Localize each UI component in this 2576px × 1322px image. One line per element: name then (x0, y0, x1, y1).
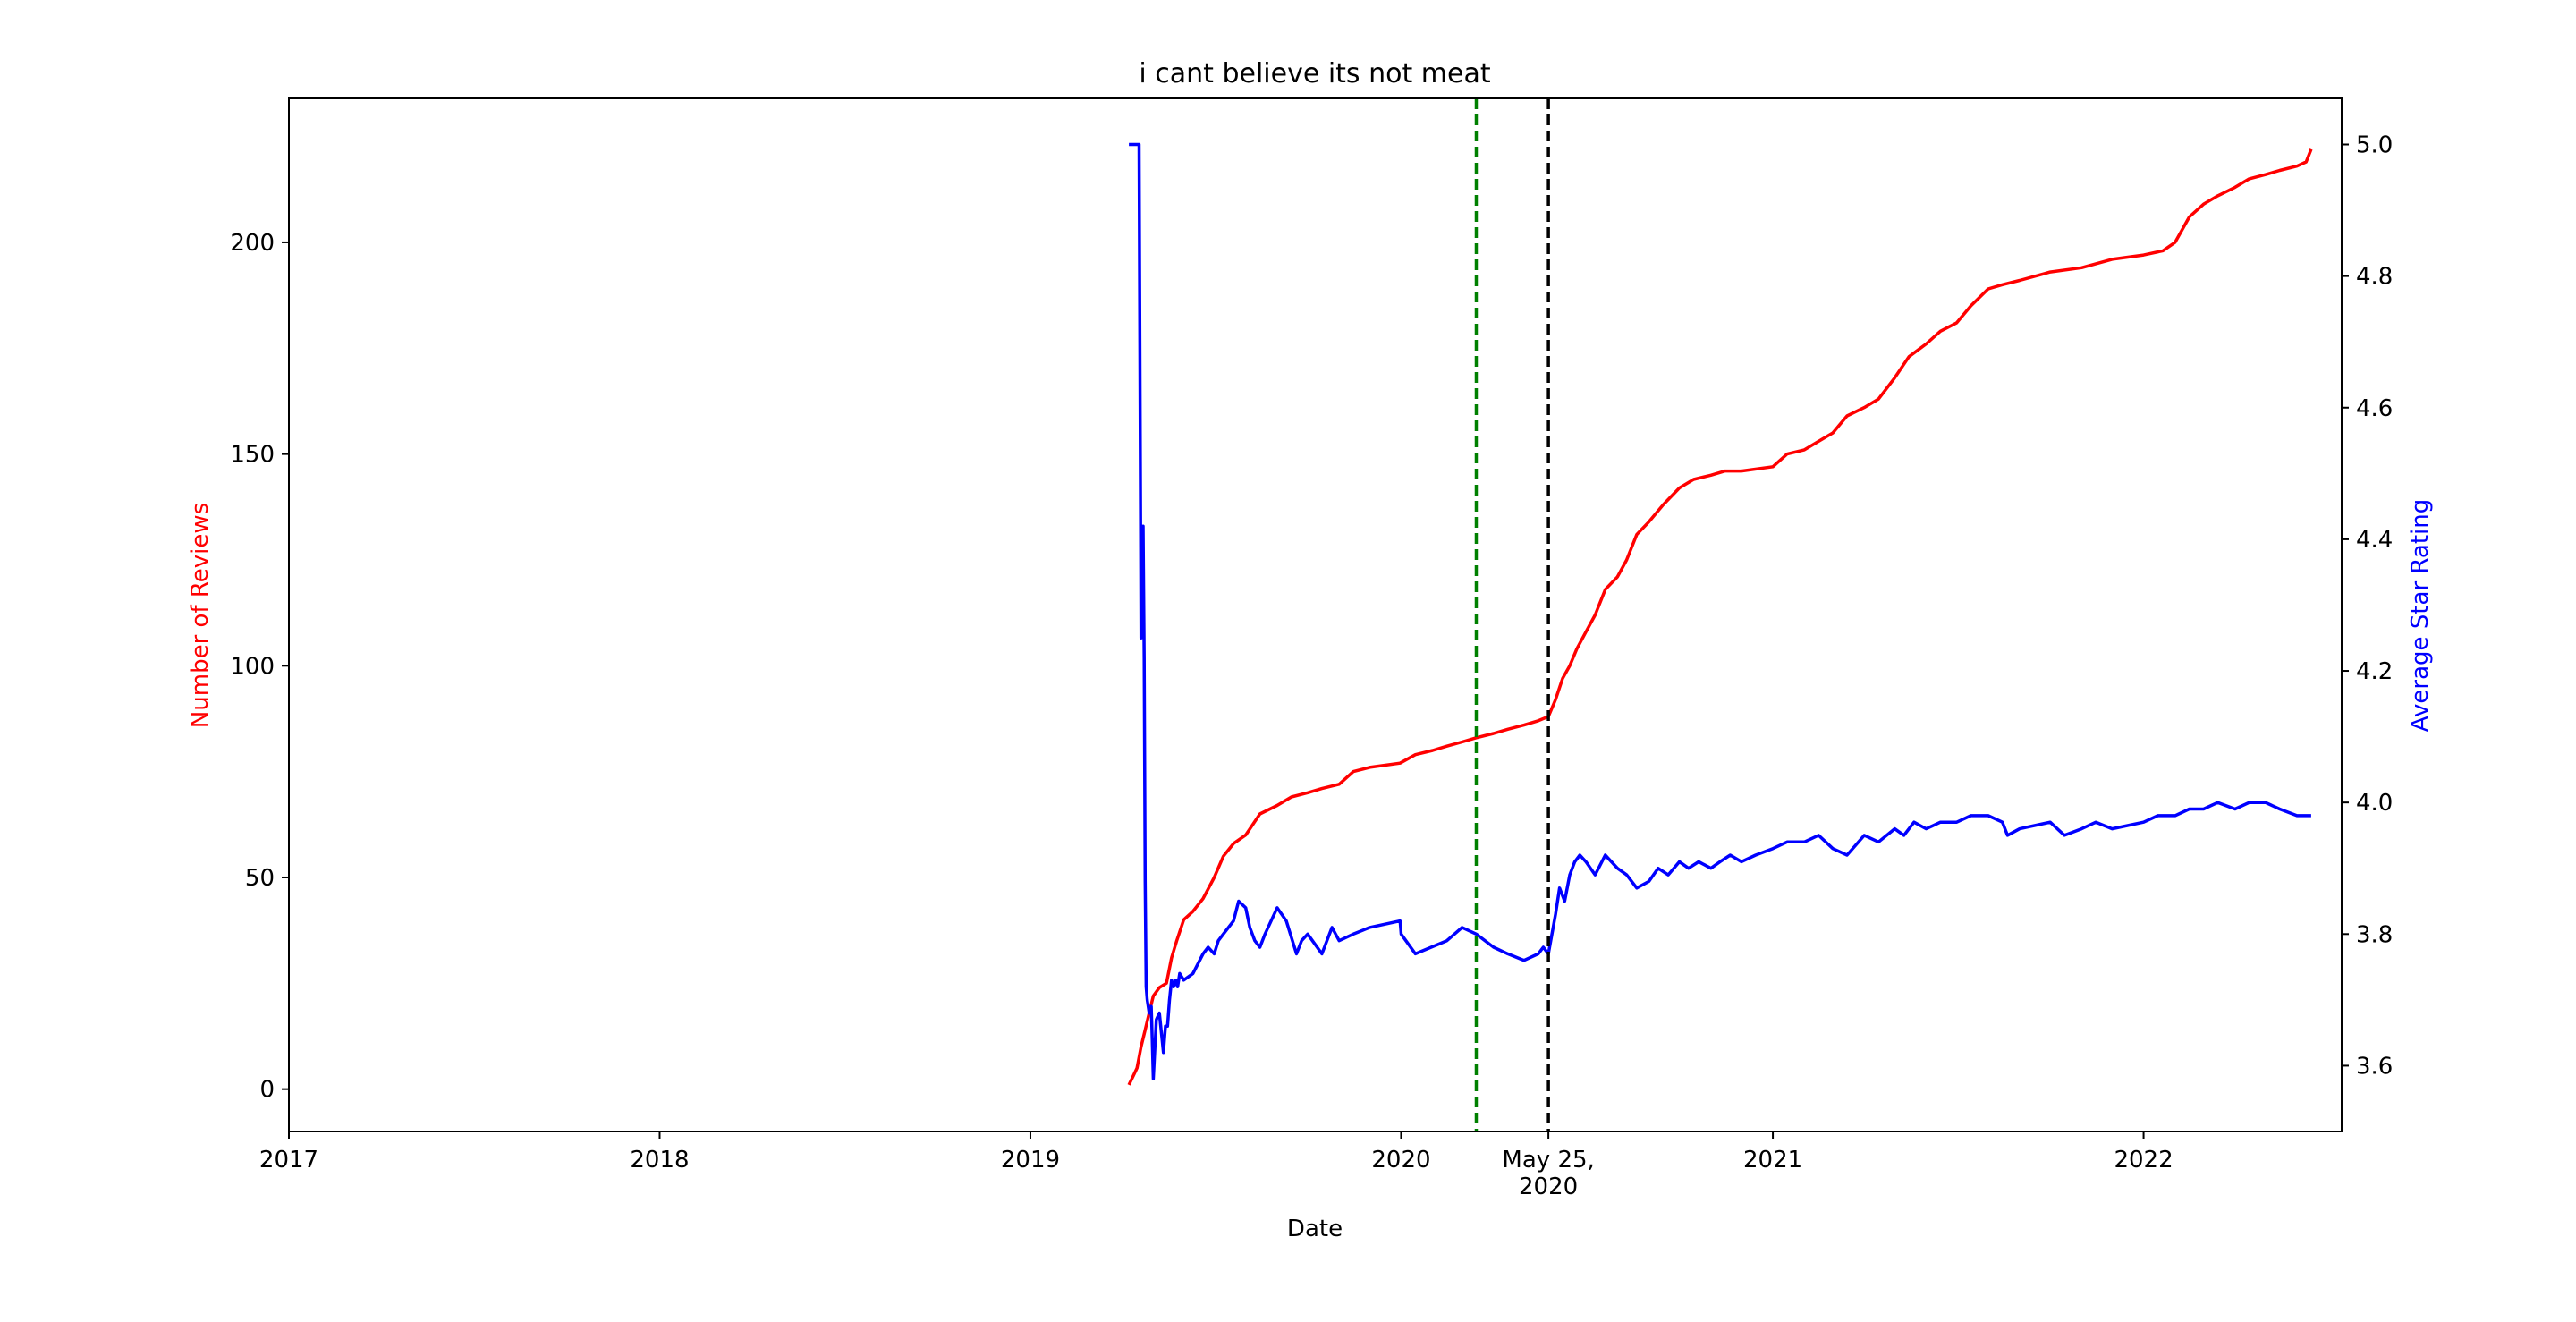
x-tick-label: 2018 (630, 1147, 689, 1174)
x-tick-label: 2017 (259, 1147, 318, 1174)
reviews-count-line (1127, 148, 2313, 1086)
y-left-tick-label: 0 (259, 1077, 275, 1104)
y-right-tick-label: 5.0 (2356, 131, 2393, 158)
y-left-tick-label: 200 (230, 230, 275, 257)
x-axis-label: Date (1287, 1216, 1343, 1242)
x-tick-label: 2019 (1001, 1147, 1060, 1174)
x-tick-label: 2022 (2114, 1147, 2173, 1174)
y-axis-left: 0 50 100 150 200 (230, 230, 289, 1104)
x-tick-label: May 25, (1502, 1147, 1594, 1174)
y-right-tick-label: 3.6 (2356, 1053, 2393, 1080)
chart-title: i cant believe its not meat (1139, 58, 1490, 89)
y-axis-right-label: Average Star Rating (2407, 499, 2434, 732)
y-right-tick-label: 4.0 (2356, 790, 2393, 817)
y-right-tick-label: 4.2 (2356, 658, 2393, 685)
plot-frame (288, 97, 2343, 1132)
x-tick-label: 2020 (1371, 1147, 1430, 1174)
x-tick-label: 2020 (1519, 1174, 1578, 1200)
y-left-tick-label: 150 (230, 442, 275, 469)
y-right-tick-label: 3.8 (2356, 921, 2393, 948)
y-axis-left-label: Number of Reviews (187, 503, 214, 728)
y-left-tick-label: 100 (230, 653, 275, 680)
y-left-tick-label: 50 (245, 865, 275, 892)
y-right-tick-label: 4.8 (2356, 264, 2393, 291)
y-right-tick-label: 4.6 (2356, 395, 2393, 422)
x-tick-label: 2021 (1743, 1147, 1802, 1174)
y-right-tick-label: 4.4 (2356, 527, 2393, 554)
plot-area (1127, 98, 2313, 1131)
y-axis-right: 3.6 3.8 4.0 4.2 4.4 4.6 4.8 5.0 (2342, 131, 2393, 1080)
